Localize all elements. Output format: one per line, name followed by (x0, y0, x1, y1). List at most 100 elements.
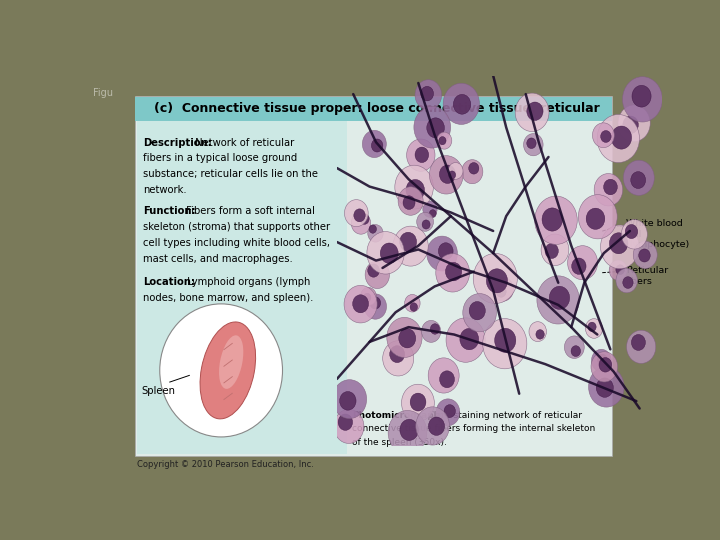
Circle shape (460, 328, 479, 350)
Circle shape (449, 171, 456, 179)
Circle shape (403, 196, 415, 210)
Circle shape (400, 232, 417, 252)
Circle shape (405, 294, 420, 312)
Circle shape (564, 336, 584, 359)
Circle shape (438, 243, 453, 260)
Text: network.: network. (143, 185, 186, 195)
Circle shape (623, 77, 662, 122)
Ellipse shape (219, 335, 243, 389)
Circle shape (639, 249, 650, 262)
Circle shape (598, 354, 607, 365)
Circle shape (393, 226, 428, 266)
Circle shape (362, 130, 387, 158)
Text: Spleen: Spleen (141, 386, 176, 396)
FancyBboxPatch shape (138, 121, 347, 454)
Circle shape (616, 265, 624, 274)
Circle shape (492, 278, 513, 301)
Circle shape (415, 80, 441, 110)
Circle shape (400, 420, 418, 441)
Circle shape (365, 261, 390, 288)
Text: Network of reticular: Network of reticular (192, 138, 294, 147)
Circle shape (572, 258, 586, 274)
Circle shape (417, 212, 433, 231)
Circle shape (340, 392, 356, 410)
Circle shape (469, 163, 479, 174)
Circle shape (422, 220, 430, 229)
Text: Lymphoid organs (lymph: Lymphoid organs (lymph (184, 277, 310, 287)
Text: White blood
cell
(lymphocyte): White blood cell (lymphocyte) (626, 219, 689, 249)
Circle shape (624, 160, 654, 195)
Circle shape (618, 105, 650, 141)
Circle shape (496, 286, 506, 297)
Circle shape (473, 253, 518, 303)
Circle shape (597, 114, 639, 163)
Text: Reticular
fibers: Reticular fibers (626, 266, 668, 286)
Circle shape (588, 367, 624, 407)
Circle shape (523, 133, 543, 156)
Circle shape (495, 328, 516, 353)
Circle shape (353, 295, 369, 313)
Circle shape (390, 346, 405, 363)
Circle shape (428, 358, 459, 393)
Circle shape (372, 139, 383, 152)
Circle shape (603, 179, 617, 195)
Circle shape (364, 293, 371, 302)
Circle shape (542, 208, 562, 231)
Circle shape (593, 123, 614, 147)
Text: connective tissue fibers forming the internal skeleton: connective tissue fibers forming the int… (352, 424, 595, 434)
Text: Figu: Figu (93, 87, 113, 98)
Circle shape (368, 225, 383, 242)
Circle shape (529, 322, 546, 341)
Circle shape (338, 414, 353, 430)
Circle shape (415, 407, 449, 445)
Circle shape (631, 334, 645, 350)
Text: Location:: Location: (143, 277, 195, 287)
Circle shape (423, 201, 437, 217)
Text: Description:: Description: (143, 138, 212, 147)
Circle shape (623, 276, 633, 288)
Circle shape (588, 322, 596, 332)
Circle shape (439, 165, 456, 184)
Circle shape (407, 139, 435, 171)
Circle shape (463, 294, 496, 332)
Text: of the spleen (350x).: of the spleen (350x). (352, 438, 447, 447)
Circle shape (600, 131, 611, 143)
FancyBboxPatch shape (135, 97, 612, 121)
Circle shape (354, 209, 365, 222)
Circle shape (631, 172, 646, 188)
Circle shape (578, 194, 617, 239)
Circle shape (427, 236, 457, 271)
Text: nodes, bone marrow, and spleen).: nodes, bone marrow, and spleen). (143, 293, 313, 302)
Circle shape (380, 243, 398, 264)
Circle shape (592, 349, 611, 372)
Circle shape (361, 287, 377, 306)
Circle shape (600, 225, 639, 269)
Circle shape (334, 409, 364, 443)
Circle shape (549, 286, 570, 309)
Text: Function:: Function: (143, 206, 196, 216)
Circle shape (421, 320, 441, 342)
Circle shape (367, 232, 404, 274)
Circle shape (486, 269, 508, 293)
Circle shape (632, 85, 651, 107)
Circle shape (454, 94, 471, 114)
Circle shape (368, 264, 379, 277)
Circle shape (420, 86, 433, 101)
Circle shape (427, 118, 444, 138)
Circle shape (571, 346, 580, 356)
Circle shape (387, 318, 422, 357)
Circle shape (406, 179, 425, 200)
Text: skeleton (stroma) that supports other: skeleton (stroma) that supports other (143, 222, 330, 232)
Circle shape (415, 147, 428, 163)
Circle shape (333, 380, 366, 419)
Circle shape (541, 234, 569, 266)
Circle shape (344, 285, 377, 323)
Text: Copyright © 2010 Pearson Education, Inc.: Copyright © 2010 Pearson Education, Inc. (138, 460, 315, 469)
Circle shape (429, 156, 463, 194)
Circle shape (527, 138, 536, 148)
Circle shape (444, 404, 456, 417)
Circle shape (594, 173, 623, 206)
Circle shape (438, 137, 446, 145)
Circle shape (398, 187, 423, 215)
Circle shape (402, 384, 434, 422)
